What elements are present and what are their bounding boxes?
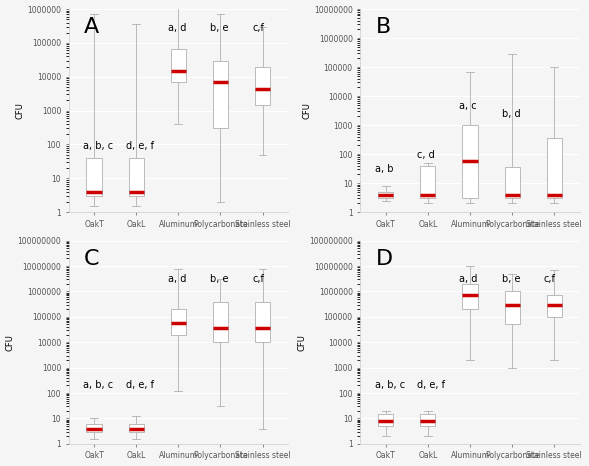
Bar <box>378 192 393 199</box>
Y-axis label: CFU: CFU <box>5 334 15 351</box>
Bar <box>255 67 270 105</box>
Text: a, c: a, c <box>459 101 477 110</box>
Bar <box>213 61 228 128</box>
Bar <box>547 138 562 199</box>
Bar <box>505 291 519 324</box>
Text: c,f: c,f <box>252 274 264 284</box>
Bar <box>171 309 186 335</box>
Bar <box>505 167 519 199</box>
Text: A: A <box>84 17 100 37</box>
Text: B: B <box>376 17 391 37</box>
Text: a, d: a, d <box>168 274 186 284</box>
Bar <box>213 302 228 342</box>
Bar <box>171 49 186 82</box>
Bar <box>87 424 101 432</box>
Bar <box>255 302 270 342</box>
Text: c,f: c,f <box>252 23 264 33</box>
Y-axis label: CFU: CFU <box>302 102 311 119</box>
Bar <box>421 166 435 199</box>
Text: a, b, c: a, b, c <box>84 380 114 391</box>
Text: d, e, f: d, e, f <box>125 380 154 391</box>
Bar <box>128 424 144 432</box>
Text: a, b, c: a, b, c <box>84 141 114 151</box>
Bar <box>462 125 478 199</box>
Text: d, e, f: d, e, f <box>418 380 445 391</box>
Bar <box>462 284 478 309</box>
Text: C: C <box>84 249 100 269</box>
Text: d, e, f: d, e, f <box>125 141 154 151</box>
Bar <box>547 295 562 317</box>
Y-axis label: CFU: CFU <box>297 334 306 351</box>
Text: a, d: a, d <box>459 274 478 284</box>
Bar <box>128 158 144 196</box>
Text: c,f: c,f <box>544 274 555 284</box>
Y-axis label: CFU: CFU <box>15 102 24 119</box>
Text: D: D <box>376 249 393 269</box>
Bar <box>378 414 393 426</box>
Text: b, e: b, e <box>210 274 229 284</box>
Text: b, e: b, e <box>210 23 229 33</box>
Text: a, b, c: a, b, c <box>375 380 405 391</box>
Text: b, d: b, d <box>502 110 520 119</box>
Text: a, b: a, b <box>375 164 393 174</box>
Text: b, e: b, e <box>502 274 520 284</box>
Text: c, d: c, d <box>418 150 435 160</box>
Bar <box>421 414 435 426</box>
Text: a, d: a, d <box>168 23 186 33</box>
Bar <box>87 158 101 196</box>
